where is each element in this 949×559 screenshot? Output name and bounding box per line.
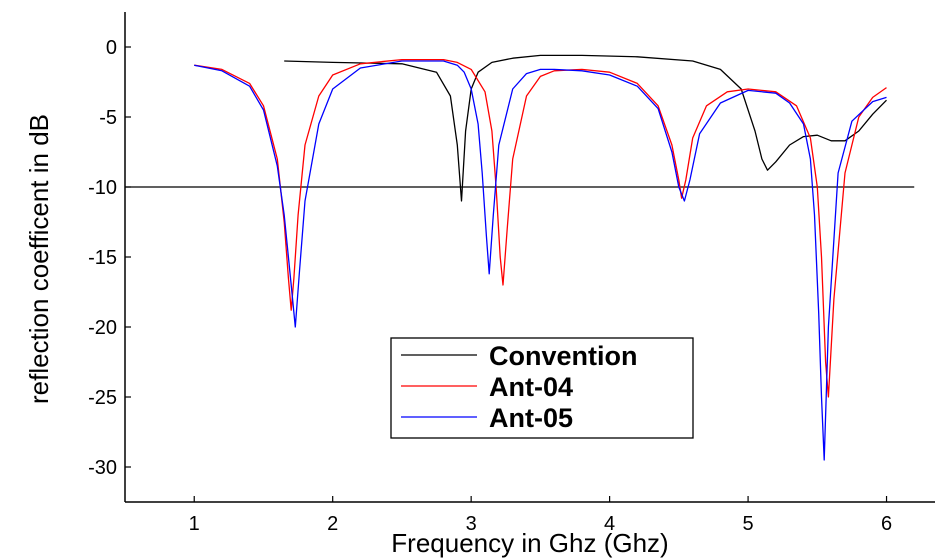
- series: [194, 54, 887, 461]
- legend-label: Ant-04: [489, 372, 573, 402]
- y-axis-title: reflection coefficent in dB: [24, 114, 54, 404]
- x-tick-label: 6: [881, 513, 892, 535]
- ticks: 1 2 3 4 5 6 0 -5 -10 -15 -20 -25 -30: [88, 37, 892, 535]
- series-line-ant-05: [194, 60, 887, 461]
- legend-label: Ant-05: [489, 403, 573, 433]
- y-tick-label: -10: [88, 177, 117, 199]
- x-tick-label: 5: [743, 513, 754, 535]
- y-tick-label: 0: [106, 37, 117, 59]
- series-line-convention: [284, 54, 887, 202]
- legend-label: Convention: [489, 341, 638, 371]
- x-tick-label: 3: [466, 513, 477, 535]
- x-tick-label: 1: [189, 513, 200, 535]
- y-tick-label: -25: [88, 387, 117, 409]
- x-tick-label: 4: [604, 513, 615, 535]
- series-line-ant-04: [194, 58, 887, 398]
- y-tick-label: -20: [88, 317, 117, 339]
- x-axis-title: Frequency in Ghz (Ghz): [391, 528, 668, 558]
- y-tick-label: -30: [88, 457, 117, 479]
- x-tick-label: 2: [327, 513, 338, 535]
- y-tick-label: -5: [99, 107, 117, 129]
- y-tick-label: -15: [88, 247, 117, 269]
